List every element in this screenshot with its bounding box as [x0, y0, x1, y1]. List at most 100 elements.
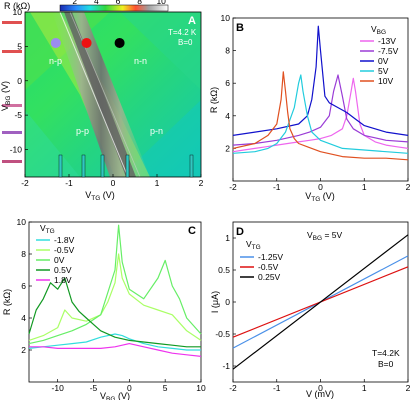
panel-d-series [232, 234, 409, 370]
legend-label-3: 0V [378, 56, 389, 66]
panel-b-xlabel: VTG (V) [305, 191, 335, 203]
heatmap-marker-1 [50, 37, 61, 48]
legend-label-3: 0.25V [258, 272, 281, 282]
panel-c: -10 -5 0 5 10 10 8 6 4 2 C VTG -1.8V-0.5V0V0.5V1.… [2, 217, 206, 400]
y-tick-label: 1 [225, 233, 230, 243]
y-tick-label: 6 [225, 78, 230, 88]
colorbar-gradient [59, 4, 169, 12]
region-n-p: n-p [49, 56, 62, 66]
x-tick-label: -2 [229, 383, 237, 393]
panel-c-xlabel: VBG (V) [100, 391, 130, 400]
heatmap-marker-3 [114, 37, 125, 48]
series-line-3 [28, 224, 202, 345]
panel-b-series [232, 25, 409, 161]
legend-label-2: -7.5V [378, 46, 399, 56]
panel-d-legend-title: VTG [246, 239, 261, 251]
x-tick-label: -1 [273, 182, 281, 192]
y-tick-label: 8 [225, 46, 230, 56]
region-p-p: p-p [76, 126, 89, 136]
panel-d-letter: D [236, 226, 244, 238]
y-tick-label: 4 [225, 111, 230, 121]
panel-d: -2 -1 0 1 2 1 0.5 0 -0.5 -1 D VTG VBG = 5V -1.25V… [210, 221, 411, 399]
heatmap-markers [50, 37, 125, 48]
panel-a-ylabel: VBG (V) [0, 81, 12, 111]
series-line-4 [232, 74, 409, 154]
panel-c-frame [28, 221, 202, 383]
legend-label-2: -0.5V [54, 245, 75, 255]
panel-c-series [28, 224, 202, 357]
series-line-1 [28, 333, 201, 351]
legend-label-3: 0V [54, 255, 65, 265]
series-line-2 [28, 253, 202, 341]
series-line-5 [29, 343, 202, 357]
legend-label-1: -1.25V [258, 252, 283, 262]
colorbar-tick-label: 10 [156, 0, 166, 6]
y-tick-label: -10 [10, 145, 23, 155]
x-tick-label: -10 [52, 383, 65, 393]
y-tick-label: -0.5 [215, 329, 230, 339]
panel-d-temperature: T=4.2K [372, 348, 400, 358]
colorbar-ticks: 2 4 6 8 10 [72, 0, 166, 6]
x-tick-label: 1 [362, 182, 367, 192]
x-tick-label: 10 [196, 383, 206, 393]
x-tick-label: 5 [163, 383, 168, 393]
legend-label-4: 5V [378, 66, 389, 76]
y-tick-label: 0 [17, 76, 22, 86]
legend-label-2: -0.5V [258, 262, 279, 272]
legend-label-5: 10V [378, 76, 393, 86]
legend-label-1: -1.8V [54, 235, 75, 245]
x-tick-label: -2 [21, 178, 29, 188]
y-tick-label: 2 [21, 345, 26, 355]
region-n-n: n-n [134, 56, 147, 66]
contact-marks [2, 21, 194, 178]
panel-d-vbg-annotation: VBG = 5V [307, 230, 342, 242]
series-line-2 [232, 74, 409, 146]
panel-d-axes: -2 -1 0 1 2 1 0.5 0 -0.5 -1 [215, 233, 410, 393]
y-tick-label: 0.5 [218, 265, 230, 275]
panel-d-field: B=0 [378, 359, 394, 369]
x-tick-label: 0 [318, 383, 323, 393]
y-tick-label: 10 [17, 217, 27, 227]
y-tick-label: 2 [225, 143, 230, 153]
x-tick-label: 1 [155, 178, 160, 188]
panel-b-legend-title: VBG [371, 24, 386, 36]
panel-a-field: B=0 [178, 38, 193, 47]
panel-d-legend: -1.25V-0.5V0.25V [240, 252, 283, 282]
y-tick-label: -1 [222, 361, 230, 371]
y-tick-label: -5 [14, 110, 22, 120]
x-tick-label: 2 [199, 178, 204, 188]
panel-a: n-p n-n p-p p-n A T=4.2 K B=0 -2 -1 0 1 2105… [0, 7, 204, 202]
y-tick-label: 6 [21, 281, 26, 291]
series-line-3 [232, 25, 409, 136]
legend-label-4: 0.5V [54, 265, 72, 275]
y-tick-label: 10 [221, 13, 231, 23]
x-tick-label: -2 [229, 182, 237, 192]
panel-c-axes: -10 -5 0 5 10 10 8 6 4 2 [17, 217, 206, 393]
y-tick-label: 4 [21, 313, 26, 323]
panel-a-xlabel: VTG (V) [85, 190, 115, 202]
y-tick-label: 5 [17, 41, 22, 51]
panel-b-ylabel: R (kΩ) [209, 87, 219, 113]
colorbar: R (kΩ) 2 4 6 8 10 [4, 0, 169, 12]
panel-d-xlabel: V (mV) [306, 389, 334, 399]
colorbar-tick-label: 8 [137, 0, 142, 6]
panel-c-ylabel: R (kΩ) [2, 289, 12, 315]
series-line-5 [232, 71, 409, 161]
x-tick-label: 1 [362, 383, 367, 393]
heatmap-marker-2 [81, 37, 92, 48]
panel-b-letter: B [236, 22, 244, 34]
panel-a-letter: A [188, 15, 196, 27]
x-tick-label: 2 [406, 383, 411, 393]
legend-label-5: 1.8V [54, 275, 72, 285]
x-tick-label: 0 [318, 182, 323, 192]
colorbar-tick-label: 4 [94, 0, 99, 6]
y-tick-label: 0 [225, 297, 230, 307]
series-line-4 [28, 277, 201, 348]
colorbar-tick-label: 6 [116, 0, 121, 6]
